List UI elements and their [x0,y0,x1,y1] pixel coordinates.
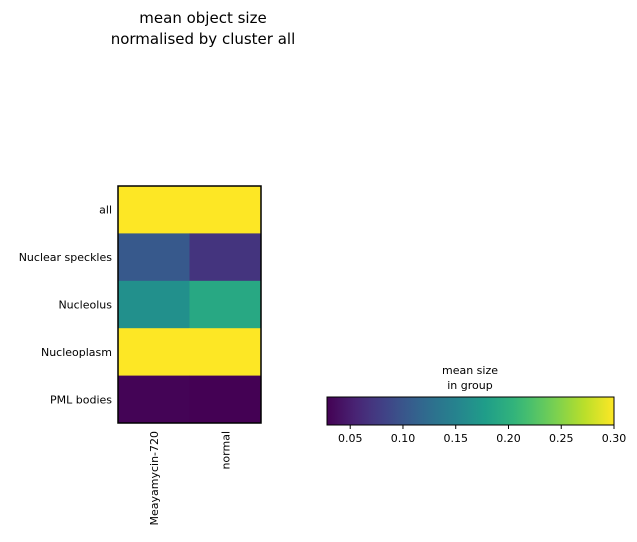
heatmap-cell [118,186,190,234]
row-label: Nuclear speckles [19,251,113,264]
heatmap-cell [118,233,190,282]
row-label: Nucleolus [58,299,112,312]
heatmap-cell [189,186,262,234]
column-label: normal [219,431,232,470]
heatmap-cell [189,328,262,376]
colorbar-tick-label: 0.15 [443,432,468,445]
heatmap-border [117,185,262,424]
heatmap-cell [189,280,262,329]
row-label: PML bodies [50,393,112,406]
colorbar-tick-label: 0.25 [549,432,574,445]
colorbar-label: mean size in group [442,364,498,392]
heatmap-cell [118,375,190,424]
colorbar [326,396,615,426]
heatmap-cell [118,328,190,376]
colorbar-tick-label: 0.20 [496,432,521,445]
chart-title: mean object size normalised by cluster al… [111,9,296,48]
colorbar-tick-label: 0.10 [391,432,416,445]
heatmap-cell [189,375,262,424]
row-label: all [99,204,112,217]
colorbar-tick-label: 0.05 [338,432,363,445]
heatmap-cell [189,233,262,282]
heatmap-cell [118,280,190,329]
colorbar-tick-label: 0.30 [602,432,627,445]
row-label: Nucleoplasm [41,346,112,359]
column-label: Meayamycin-720 [148,431,161,526]
